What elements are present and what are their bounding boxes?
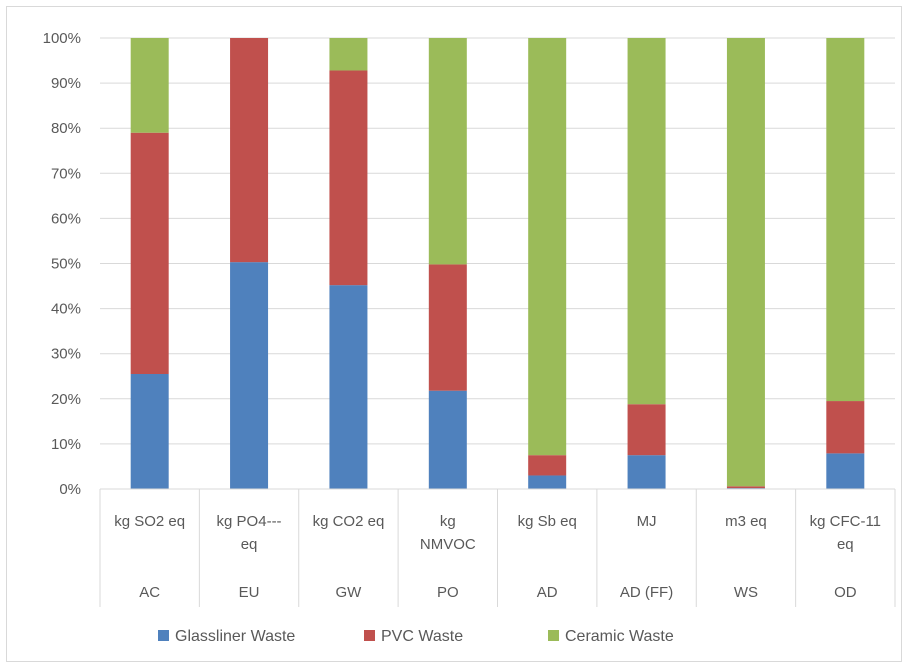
x-tick-label: kg PO4--- bbox=[217, 513, 282, 530]
legend-swatch bbox=[548, 630, 559, 641]
y-tick-label: 40% bbox=[51, 301, 81, 318]
bar-segment bbox=[528, 455, 567, 476]
category-code-label: GW bbox=[336, 584, 363, 601]
bar-segment bbox=[230, 38, 269, 263]
bar-segment bbox=[130, 132, 169, 374]
bar-segment bbox=[627, 404, 666, 456]
bar-segment bbox=[627, 455, 666, 489]
y-tick-label: 60% bbox=[51, 210, 81, 227]
x-tick-label: eq bbox=[837, 536, 854, 553]
legend-swatch bbox=[364, 630, 375, 641]
x-tick-label: NMVOC bbox=[420, 536, 476, 553]
bar-segment bbox=[627, 38, 666, 405]
y-tick-label: 90% bbox=[51, 75, 81, 92]
y-tick-label: 30% bbox=[51, 346, 81, 363]
y-tick-label: 20% bbox=[51, 391, 81, 408]
category-code-label: AC bbox=[139, 584, 160, 601]
bar-segment bbox=[826, 453, 865, 489]
bar-segment bbox=[826, 38, 865, 402]
bar-segment bbox=[528, 38, 567, 456]
category-code-label: OD bbox=[834, 584, 857, 601]
x-tick-label: eq bbox=[241, 536, 258, 553]
legend-label: Ceramic Waste bbox=[565, 628, 674, 645]
y-tick-label: 80% bbox=[51, 120, 81, 137]
bar-segment bbox=[329, 285, 368, 489]
x-tick-label: m3 eq bbox=[725, 513, 767, 530]
x-tick-label: kg Sb eq bbox=[518, 513, 577, 530]
category-code-label: WS bbox=[734, 584, 758, 601]
x-tick-label: MJ bbox=[637, 513, 657, 530]
category-code-label: EU bbox=[239, 584, 260, 601]
y-tick-label: 70% bbox=[51, 165, 81, 182]
bar-segment bbox=[130, 373, 169, 489]
bar-segment bbox=[726, 486, 765, 489]
y-tick-label: 10% bbox=[51, 436, 81, 453]
y-tick-label: 100% bbox=[43, 30, 81, 47]
bar-segment bbox=[130, 38, 169, 133]
bar-segment bbox=[230, 262, 269, 489]
legend-swatch bbox=[158, 630, 169, 641]
category-code-label: PO bbox=[437, 584, 459, 601]
x-tick-label: kg bbox=[440, 513, 456, 530]
y-tick-label: 0% bbox=[59, 481, 81, 498]
bar-segment bbox=[428, 38, 467, 265]
bar-segment bbox=[528, 475, 567, 489]
bar-segment bbox=[428, 390, 467, 489]
y-tick-label: 50% bbox=[51, 256, 81, 273]
bar-segment bbox=[826, 401, 865, 454]
legend-label: Glassliner Waste bbox=[175, 628, 295, 645]
x-tick-label: kg SO2 eq bbox=[114, 513, 185, 530]
x-tick-label: kg CFC-11 bbox=[810, 513, 881, 530]
bar-segment bbox=[428, 264, 467, 391]
legend-label: PVC Waste bbox=[381, 628, 463, 645]
category-code-label: AD bbox=[537, 584, 558, 601]
x-tick-label: kg CO2 eq bbox=[313, 513, 385, 530]
bar-segment bbox=[329, 38, 368, 71]
category-code-label: AD (FF) bbox=[620, 584, 673, 601]
bar-segment bbox=[329, 70, 368, 286]
bar-segment bbox=[726, 38, 765, 487]
